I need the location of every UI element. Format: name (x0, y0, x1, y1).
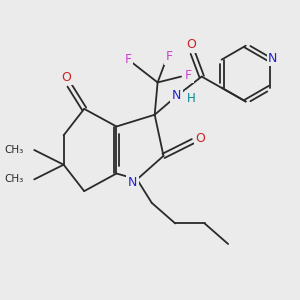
Text: F: F (185, 69, 192, 82)
Text: O: O (187, 38, 196, 51)
Text: O: O (61, 71, 71, 84)
Text: F: F (166, 50, 173, 63)
Text: N: N (172, 89, 182, 102)
Text: N: N (128, 176, 137, 189)
Text: H: H (187, 92, 196, 105)
Text: O: O (195, 132, 205, 145)
Text: CH₃: CH₃ (5, 145, 24, 155)
Text: F: F (125, 53, 132, 66)
Text: N: N (268, 52, 278, 65)
Text: CH₃: CH₃ (5, 174, 24, 184)
